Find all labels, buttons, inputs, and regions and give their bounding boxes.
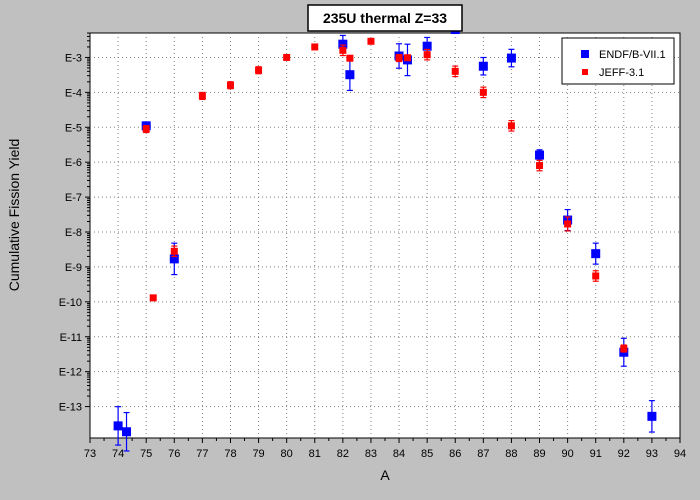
data-point (422, 41, 432, 51)
data-point (169, 254, 179, 264)
x-tick-label: 74 (112, 448, 124, 460)
data-point (170, 247, 178, 255)
data-point (339, 46, 347, 54)
data-point (311, 43, 319, 51)
data-point (367, 37, 375, 45)
plot-area (89, 32, 681, 439)
data-point (345, 70, 355, 80)
x-tick-label: 91 (590, 448, 602, 460)
x-tick-label: 78 (224, 448, 236, 460)
data-point (122, 427, 132, 437)
y-tick-label: E-6 (65, 157, 82, 169)
data-point (591, 249, 601, 259)
data-point (395, 54, 403, 62)
legend-box (561, 37, 675, 85)
y-tick-label: E-5 (65, 122, 82, 134)
y-tick-label: E-9 (65, 262, 82, 274)
data-point (403, 54, 411, 62)
data-point (346, 54, 354, 62)
chart-title: 235U thermal Z=33 (323, 10, 447, 26)
data-point (198, 92, 206, 100)
data-point (507, 122, 515, 130)
x-tick-label: 86 (449, 448, 461, 460)
y-tick-label: E-8 (65, 227, 82, 239)
data-point (479, 88, 487, 96)
y-tick-label: E-3 (65, 52, 82, 64)
legend: ENDF/B-VII.1 JEFF-3.1 (561, 37, 675, 85)
x-tick-label: 93 (646, 448, 658, 460)
legend-marker-endf (581, 50, 589, 58)
x-tick-label: 87 (477, 448, 489, 460)
x-tick-label: 76 (168, 448, 180, 460)
data-point (620, 345, 628, 353)
x-tick-label: 79 (252, 448, 264, 460)
y-axis-label: Cumulative Fission Yield (6, 139, 22, 292)
data-point (226, 81, 234, 89)
x-tick-label: 84 (393, 448, 405, 460)
data-point (142, 125, 150, 133)
x-tick-label: 88 (505, 448, 517, 460)
x-tick-label: 94 (674, 448, 686, 460)
data-point (423, 51, 431, 59)
data-point (478, 61, 488, 71)
data-point (564, 220, 572, 228)
x-tick-label: 81 (309, 448, 321, 460)
data-point (592, 272, 600, 280)
y-tick-label: E-13 (59, 402, 82, 414)
x-axis: 73 74 75 76 77 78 79 80 81 82 83 84 85 86 87 88 89 90 91 92… (84, 438, 686, 460)
x-tick-label: 75 (140, 448, 152, 460)
legend-marker-jeff (582, 69, 588, 75)
data-point (506, 53, 516, 63)
data-point (113, 421, 123, 431)
x-tick-label: 83 (365, 448, 377, 460)
y-tick-label: E-4 (65, 87, 82, 99)
x-tick-label: 92 (618, 448, 630, 460)
data-point (255, 66, 263, 74)
x-tick-label: 80 (281, 448, 293, 460)
x-tick-label: 82 (337, 448, 349, 460)
series-jeff (142, 37, 628, 353)
data-point (149, 294, 157, 302)
y-tick-label: E-10 (59, 297, 82, 309)
x-tick-label: 85 (421, 448, 433, 460)
data-point (283, 53, 291, 61)
data-point (647, 411, 657, 421)
x-tick-label: 89 (533, 448, 545, 460)
data-point (535, 150, 545, 160)
y-axis: E-3 E-4 E-5 E-6 E-7 E-8 E-9 E-10 E-11 E-12 E-13 (59, 32, 90, 414)
x-tick-label: 90 (561, 448, 573, 460)
legend-label-endf: ENDF/B-VII.1 (599, 49, 666, 61)
x-tick-label: 73 (84, 448, 96, 460)
data-point (451, 67, 459, 75)
y-tick-label: E-11 (60, 332, 82, 344)
chart-title-box: 235U thermal Z=33 (307, 4, 463, 32)
x-axis-label: A (380, 467, 390, 483)
series-layer (113, 25, 657, 452)
data-point (338, 39, 348, 49)
data-point (536, 162, 544, 170)
y-tick-label: E-12 (59, 367, 82, 379)
x-tick-label: 77 (196, 448, 208, 460)
y-tick-label: E-7 (65, 192, 82, 204)
legend-label-jeff: JEFF-3.1 (599, 67, 644, 79)
